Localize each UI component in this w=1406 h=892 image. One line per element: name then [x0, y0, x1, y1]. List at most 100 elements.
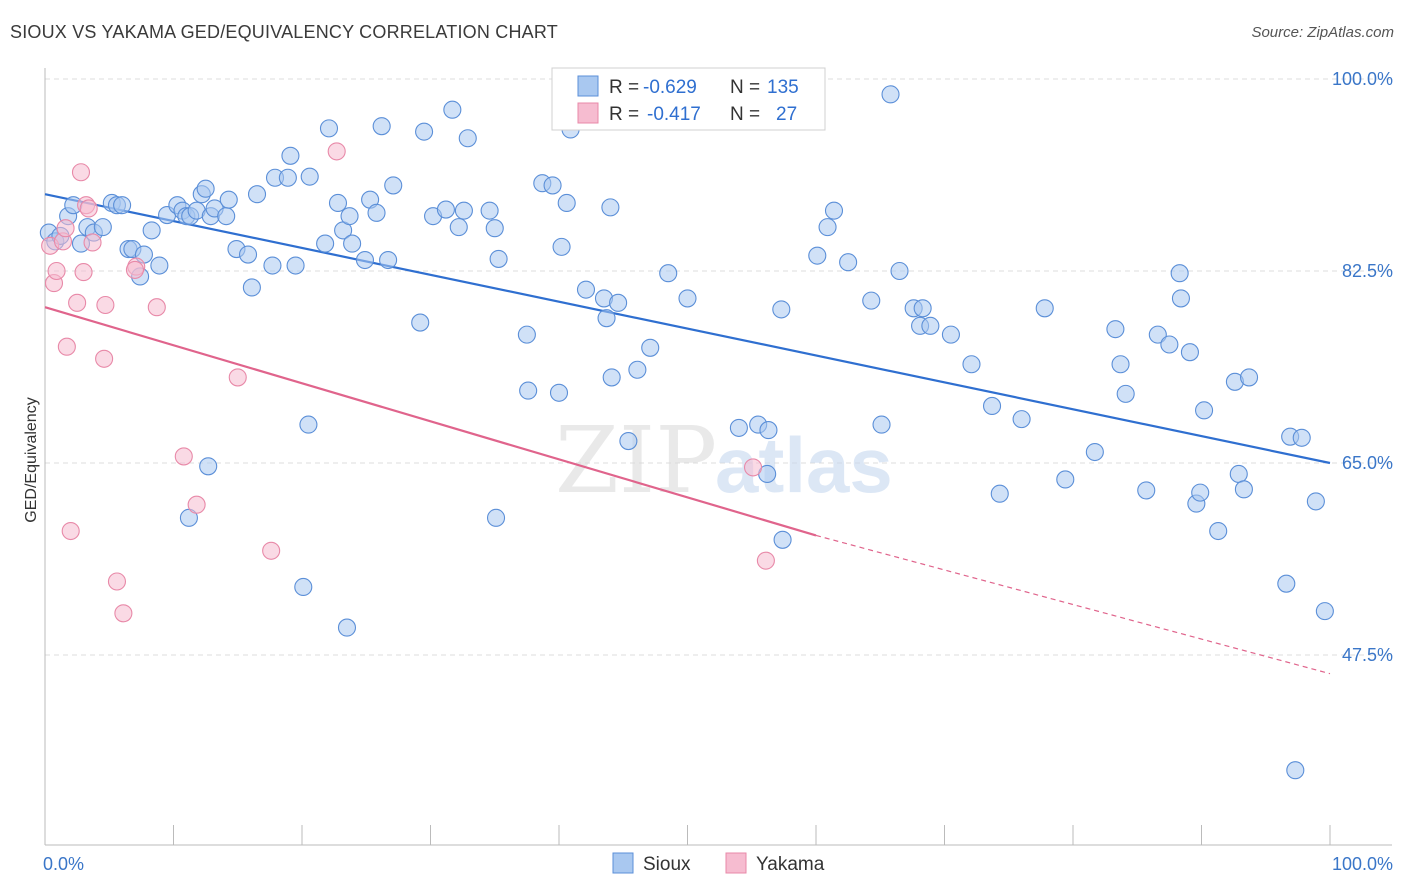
- sioux-point: [1306, 492, 1325, 511]
- yakama-point: [83, 233, 102, 252]
- data-points: [39, 85, 1334, 780]
- sioux-point: [678, 289, 697, 308]
- sioux-point: [449, 218, 468, 237]
- sioux-point: [458, 129, 477, 148]
- sioux-point: [219, 190, 238, 209]
- sioux-point: [1170, 264, 1189, 283]
- sioux-point: [1035, 299, 1054, 318]
- sioux-point: [549, 383, 569, 402]
- sioux-point: [962, 355, 981, 374]
- yakama-point: [228, 368, 247, 387]
- sioux-point: [772, 300, 791, 319]
- sioux-point: [199, 457, 218, 476]
- yakama-point: [68, 293, 87, 312]
- sioux-point: [480, 201, 499, 220]
- legend-r-value-yakama: -0.417: [647, 104, 701, 125]
- sioux-point: [557, 193, 576, 213]
- legend-n-value-sioux: 135: [767, 77, 799, 98]
- sioux-point: [1160, 335, 1179, 354]
- sioux-point: [641, 338, 660, 357]
- sioux-point: [808, 246, 827, 265]
- bottom-legend-swatch-sioux: [612, 852, 634, 874]
- sioux-point: [1292, 428, 1311, 447]
- sioux-point: [552, 237, 571, 256]
- sioux-point: [355, 250, 375, 270]
- sioux-point: [824, 201, 844, 220]
- sioux-point: [1191, 483, 1210, 502]
- sioux-point: [150, 256, 169, 275]
- legend-r-label-yakama: R =: [609, 104, 639, 125]
- y-axis-label: GED/Equivalency: [23, 397, 40, 522]
- yakama-point: [147, 298, 166, 317]
- y-tick-label: 47.5%: [1342, 645, 1393, 665]
- sioux-point: [602, 368, 621, 387]
- sioux-point: [921, 316, 940, 335]
- sioux-point: [628, 360, 647, 379]
- yakama-point: [96, 295, 115, 315]
- sioux-point: [982, 396, 1002, 415]
- sioux-point: [1180, 343, 1199, 362]
- yakama-point: [56, 219, 75, 238]
- sioux-point: [1195, 401, 1214, 420]
- sioux-point: [300, 167, 319, 186]
- yakama-point: [327, 142, 346, 161]
- sioux-trend-line: [44, 193, 1331, 465]
- sioux-point: [890, 261, 909, 281]
- sioux-point: [1111, 355, 1130, 374]
- legend-r-label-sioux: R =: [609, 77, 639, 98]
- sioux-point: [454, 201, 473, 220]
- sioux-point: [281, 146, 300, 165]
- chart-title: SIOUX VS YAKAMA GED/EQUIVALENCY CORRELAT…: [10, 22, 558, 42]
- sioux-point: [839, 253, 858, 272]
- sioux-point: [1315, 602, 1334, 621]
- sioux-point: [1012, 410, 1031, 429]
- y-tick-label: 65.0%: [1342, 453, 1393, 473]
- x-tick-label: 100.0%: [1332, 854, 1393, 874]
- tick-labels: 47.5% 65.0% 82.5% 100.0% 0.0% 100.0%: [43, 69, 1393, 874]
- sioux-point: [340, 207, 359, 226]
- yakama-point: [125, 260, 144, 279]
- sioux-point: [443, 100, 462, 119]
- watermark-zip: ZIP: [555, 407, 717, 514]
- sioux-point: [372, 117, 391, 136]
- sioux-point: [93, 218, 112, 237]
- yakama-point: [756, 551, 775, 570]
- sioux-point: [294, 577, 313, 597]
- yakama-point: [71, 163, 91, 182]
- sioux-point: [941, 325, 960, 344]
- sioux-point: [659, 264, 678, 283]
- legend-n-label-sioux: N =: [730, 77, 760, 98]
- sioux-point: [1234, 480, 1253, 499]
- yakama-point: [95, 349, 114, 368]
- yakama-point: [743, 458, 763, 477]
- sioux-point: [319, 119, 339, 138]
- sioux-point: [1171, 289, 1190, 308]
- yakama-point: [107, 572, 127, 591]
- sioux-point: [576, 280, 596, 299]
- sioux-point: [1277, 574, 1296, 593]
- sioux-point: [597, 309, 616, 328]
- sioux-point: [519, 381, 538, 400]
- bottom-legend-label-yakama: Yakama: [756, 854, 825, 875]
- axes: [44, 68, 1392, 846]
- sioux-point: [517, 325, 536, 344]
- sioux-point: [1085, 442, 1104, 462]
- sioux-point: [619, 432, 638, 451]
- yakama-point: [114, 604, 133, 623]
- sioux-point: [881, 85, 900, 104]
- sioux-point: [278, 168, 297, 187]
- sioux-point: [1209, 521, 1228, 541]
- sioux-point: [609, 293, 628, 312]
- sioux-point: [1137, 481, 1156, 500]
- sioux-point: [367, 203, 386, 222]
- legend-box: R = -0.629 N = 135 R = -0.417 N = 27: [551, 67, 826, 131]
- sioux-point: [242, 278, 261, 297]
- sioux-point: [384, 176, 403, 195]
- sioux-point: [247, 185, 267, 204]
- sioux-point: [729, 418, 748, 437]
- legend-r-value-sioux: -0.629: [643, 77, 697, 98]
- sioux-point: [411, 313, 430, 332]
- bottom-legend-swatch-yakama: [725, 852, 747, 874]
- yakama-trend-extension: [815, 534, 1331, 675]
